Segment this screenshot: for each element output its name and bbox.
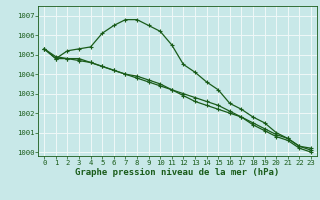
X-axis label: Graphe pression niveau de la mer (hPa): Graphe pression niveau de la mer (hPa) [76, 168, 280, 177]
